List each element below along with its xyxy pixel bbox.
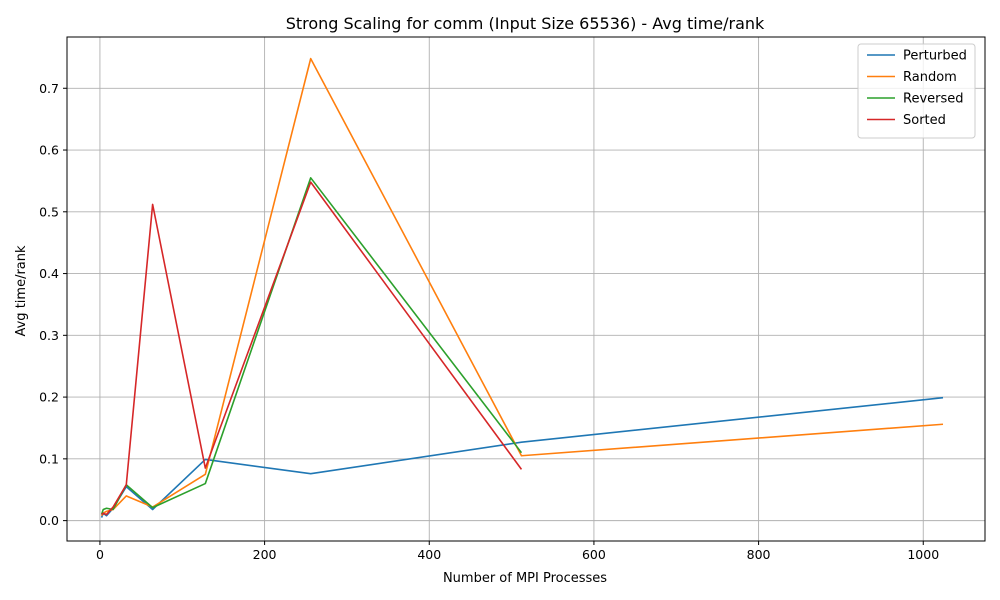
x-tick-label: 600 [582,547,606,562]
y-tick-label: 0.5 [39,204,59,219]
plot-frame [66,36,986,542]
x-axis-label: Number of MPI Processes [443,571,607,586]
legend-label-random: Random [903,70,957,85]
x-tick-label: 1000 [907,547,939,562]
y-tick-label: 0.1 [39,451,59,466]
legend: Perturbed Random Reversed Sorted [857,43,976,139]
y-tick-label: 0.3 [39,328,59,343]
legend-label-sorted: Sorted [903,113,946,128]
x-tick-label: 800 [747,547,771,562]
legend-label-perturbed: Perturbed [903,49,967,64]
y-axis-label: Avg time/rank [14,245,29,337]
y-tick-label: 0.6 [39,143,59,158]
x-tick-label: 200 [253,547,277,562]
y-tick-label: 0.7 [39,81,59,96]
y-tick-label: 0.0 [39,513,59,528]
x-axis-ticks: 0 200 400 600 800 1000 [96,541,939,562]
legend-box [857,43,976,139]
series-line-random [100,57,944,517]
legend-label-reversed: Reversed [903,92,964,107]
series-lines [100,57,944,518]
y-tick-label: 0.2 [39,390,59,405]
chart-title: Strong Scaling for comm (Input Size 6553… [286,14,765,33]
x-tick-label: 400 [417,547,441,562]
y-axis-ticks: 0.0 0.1 0.2 0.3 0.4 0.5 0.6 0.7 [39,81,67,528]
x-tick-label: 0 [96,547,104,562]
series-line-sorted [101,181,523,516]
y-tick-label: 0.4 [39,266,59,281]
